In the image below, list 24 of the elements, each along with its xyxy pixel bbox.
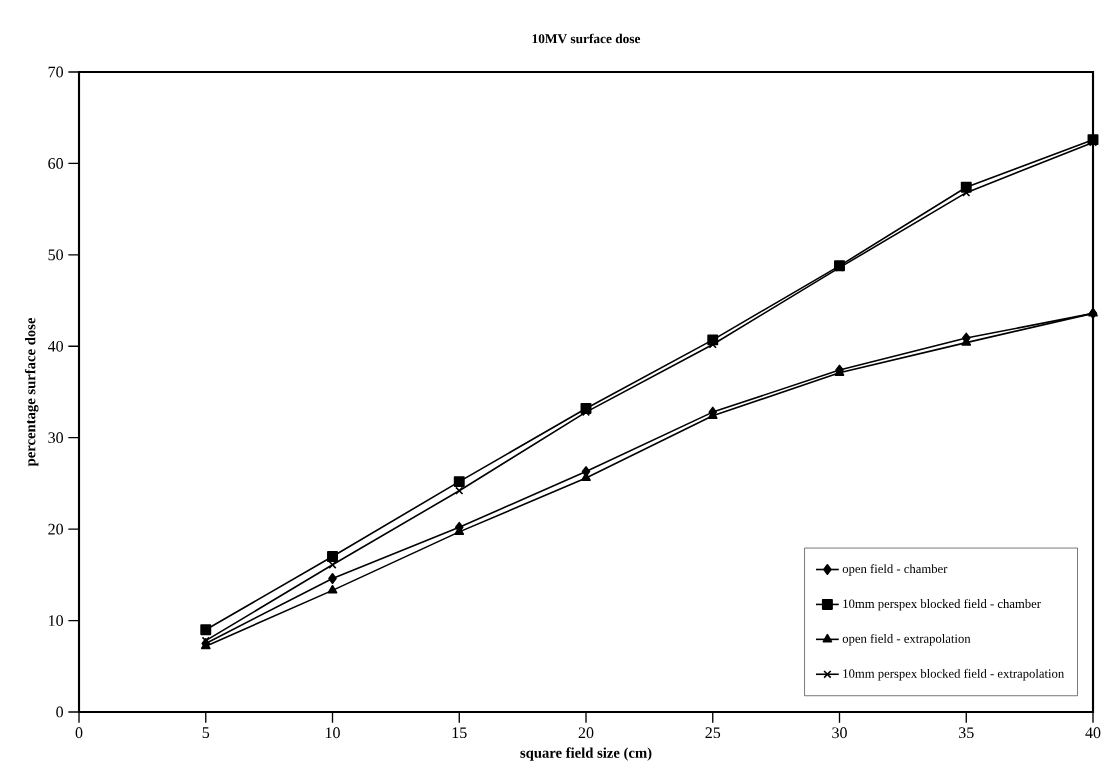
x-tick-label: 10 — [325, 727, 340, 739]
x-tick-label: 35 — [959, 727, 974, 739]
y-tick-label: 10 — [49, 615, 64, 626]
x-tick-label: 0 — [75, 727, 83, 739]
y-tick-label: 30 — [48, 432, 64, 444]
y-tick-label: 70 — [48, 66, 64, 78]
y-tick-label: 50 — [48, 249, 64, 261]
x-tick-label: 25 — [705, 727, 721, 739]
chart-title: 10MV surface dose — [532, 33, 641, 44]
x-tick-label: 40 — [1085, 727, 1101, 739]
y-tick-label: 20 — [48, 523, 64, 535]
legend-label: 10mm perspex blocked field - chamber — [843, 598, 1041, 611]
y-tick-label: 60 — [48, 158, 64, 169]
legend-label: 10mm perspex blocked field - extrapolation — [843, 668, 1065, 681]
x-axis-title: square field size (cm) — [520, 747, 652, 761]
y-axis-title: percentage surface dose — [24, 317, 39, 467]
legend-label: open field - chamber — [842, 564, 948, 576]
legend-label: open field - extrapolation — [842, 633, 971, 646]
x-tick-label: 15 — [452, 727, 467, 739]
y-tick-label: 0 — [56, 706, 64, 718]
x-tick-label: 5 — [202, 727, 210, 738]
x-tick-label: 30 — [832, 727, 847, 739]
y-tick-label: 40 — [47, 340, 64, 352]
x-tick-label: 20 — [578, 727, 594, 739]
